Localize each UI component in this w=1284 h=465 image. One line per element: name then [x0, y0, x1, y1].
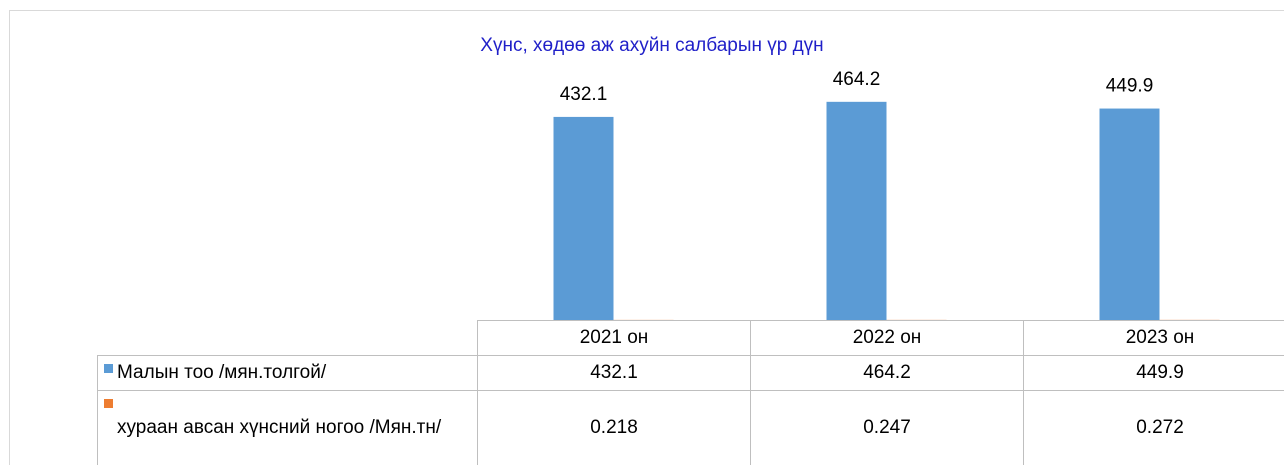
table-header-cell: 2022 он — [750, 320, 1024, 356]
table-header-cell: 2021 он — [477, 320, 751, 356]
table-row-header: хураан авсан хүнсний ногоо /Мян.тн/ — [97, 390, 478, 465]
bar — [553, 116, 614, 321]
data-label: 464.2 — [833, 69, 881, 90]
bar — [826, 101, 887, 321]
table-value-cell: 0.218 — [477, 390, 751, 465]
table-value-cell: 449.9 — [1023, 355, 1284, 391]
table-value-cell: 464.2 — [750, 355, 1024, 391]
legend-key — [104, 399, 113, 408]
chart-title: Хүнс, хөдөө аж ахуйн салбарын үр дүн — [480, 35, 823, 56]
table-row-header: Малын тоо /мян.толгой/ — [97, 355, 478, 391]
legend-key — [104, 364, 113, 373]
legend-label: хураан авсан хүнсний ногоо /Мян.тн/ — [117, 417, 442, 438]
table-value-cell: 432.1 — [477, 355, 751, 391]
table-header-cell: 2023 он — [1023, 320, 1284, 356]
table-value-cell: 0.272 — [1023, 390, 1284, 465]
table-value-cell: 0.247 — [750, 390, 1024, 465]
bar — [1099, 108, 1160, 320]
legend-label: Малын тоо /мян.толгой/ — [117, 362, 327, 383]
data-label: 449.9 — [1106, 76, 1154, 97]
chart-frame — [9, 10, 1284, 465]
data-label: 432.1 — [560, 84, 608, 105]
